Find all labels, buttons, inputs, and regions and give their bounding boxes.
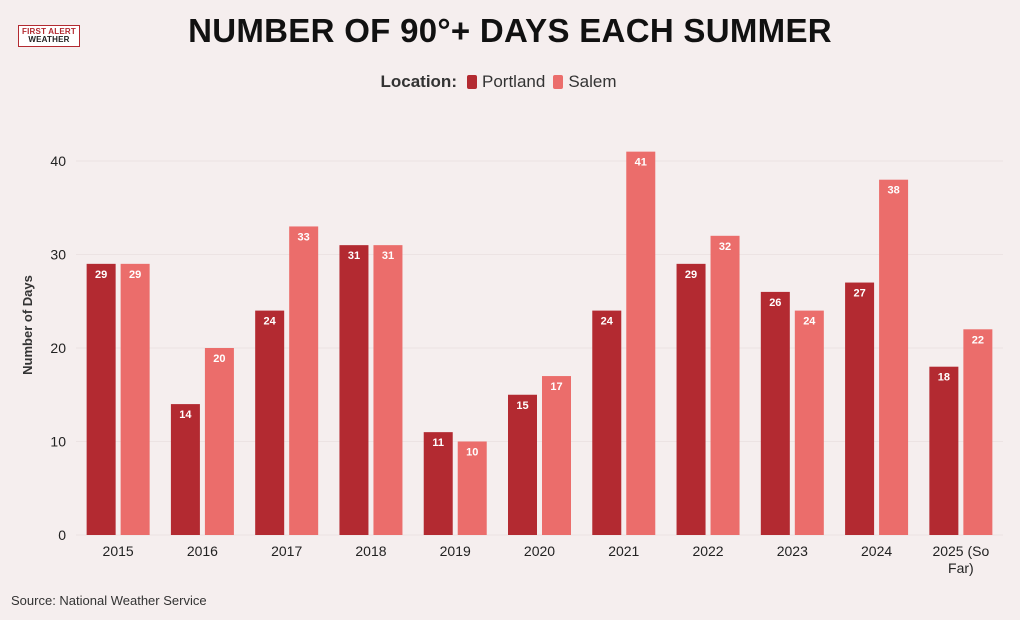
bar-portland-2015[interactable] (86, 263, 116, 535)
x-tick-2016: 2016 (187, 543, 218, 559)
data-label-salem-2020: 17 (550, 381, 562, 393)
data-label-salem-2019: 10 (466, 447, 478, 459)
data-label-portland-2015: 29 (95, 269, 107, 281)
y-tick-30: 30 (50, 247, 66, 263)
bar-portland-2017[interactable] (255, 310, 285, 535)
data-label-salem-2016: 20 (213, 353, 225, 365)
data-label-portland-2016: 14 (179, 409, 192, 421)
x-tick-2023: 2023 (777, 543, 808, 559)
data-label-salem-2022: 32 (719, 241, 731, 253)
x-tick-2025: 2025 (So Far) (932, 543, 989, 576)
data-label-portland-2020: 15 (516, 400, 528, 412)
legend-text-portland: Portland (481, 72, 546, 91)
bar-salem-2021[interactable] (626, 151, 656, 535)
legend-item-portland[interactable]: Portland (466, 72, 546, 92)
data-label-salem-2018: 31 (382, 250, 394, 262)
data-label-salem-2025: 22 (972, 334, 984, 346)
bar-portland-2023[interactable] (760, 291, 790, 535)
x-tick-2020: 2020 (524, 543, 555, 559)
x-tick-2022: 2022 (692, 543, 723, 559)
data-label-portland-2025: 18 (938, 372, 950, 384)
legend-item-salem[interactable]: Salem (553, 72, 617, 92)
data-label-portland-2024: 27 (853, 288, 865, 300)
data-label-portland-2021: 24 (601, 316, 614, 328)
bar-salem-2023[interactable] (794, 310, 824, 535)
data-label-salem-2021: 41 (635, 157, 647, 169)
bar-salem-2017[interactable] (289, 226, 319, 535)
data-label-salem-2015: 29 (129, 269, 141, 281)
data-label-portland-2019: 11 (432, 437, 444, 449)
x-tick-2015: 2015 (103, 543, 134, 559)
bar-salem-2022[interactable] (710, 235, 740, 536)
x-tick-2019: 2019 (440, 543, 471, 559)
bar-salem-2018[interactable] (373, 245, 403, 535)
data-label-portland-2018: 31 (348, 250, 360, 262)
bar-salem-2024[interactable] (879, 179, 909, 535)
data-label-salem-2017: 33 (298, 231, 310, 243)
bar-layer (86, 151, 993, 536)
bar-salem-2016[interactable] (204, 348, 234, 535)
logo-line-2: WEATHER (28, 35, 70, 44)
data-label-portland-2022: 29 (685, 269, 697, 281)
data-label-salem-2024: 38 (887, 185, 899, 197)
bar-portland-2016[interactable] (170, 404, 200, 535)
x-tick-2024: 2024 (861, 543, 892, 559)
legend-label: Location: (380, 72, 457, 91)
data-label-salem-2023: 24 (803, 316, 816, 328)
y-tick-10: 10 (50, 434, 66, 450)
bar-salem-2019[interactable] (457, 441, 487, 536)
y-tick-20: 20 (50, 340, 66, 356)
first-alert-weather-logo: FIRST ALERT WEATHER (18, 25, 80, 47)
bar-portland-2018[interactable] (339, 245, 369, 535)
x-tick-2018: 2018 (355, 543, 386, 559)
data-label-portland-2017: 24 (264, 316, 277, 328)
bar-salem-2025[interactable] (963, 329, 993, 535)
source-note: Source: National Weather Service (11, 593, 207, 608)
y-tick-0: 0 (58, 527, 66, 543)
legend-text-salem: Salem (568, 72, 617, 91)
bar-salem-2015[interactable] (120, 263, 150, 535)
y-axis-label: Number of Days (20, 275, 35, 375)
bar-salem-2020[interactable] (542, 376, 571, 535)
legend: Location: Portland Salem (0, 72, 1005, 92)
data-label-portland-2023: 26 (769, 297, 781, 309)
y-tick-40: 40 (50, 153, 66, 169)
legend-swatch-salem (553, 75, 564, 89)
bar-portland-2021[interactable] (592, 310, 622, 535)
bar-portland-2020[interactable] (508, 394, 537, 535)
bar-portland-2025[interactable] (929, 366, 959, 535)
chart-title: NUMBER OF 90°+ DAYS EACH SUMMER (188, 12, 832, 49)
x-tick-2017: 2017 (271, 543, 302, 559)
logo-line-1: FIRST ALERT (22, 27, 76, 36)
x-tick-2021: 2021 (608, 543, 639, 559)
bar-portland-2022[interactable] (676, 263, 706, 535)
bar-portland-2019[interactable] (423, 432, 453, 535)
label-layer: 29 29 14 20 24 33 31 31 11 10 15 17 24 41 29 32 26 24 27 38… (95, 157, 984, 459)
bar-portland-2024[interactable] (845, 282, 875, 535)
legend-swatch-portland (466, 75, 477, 89)
